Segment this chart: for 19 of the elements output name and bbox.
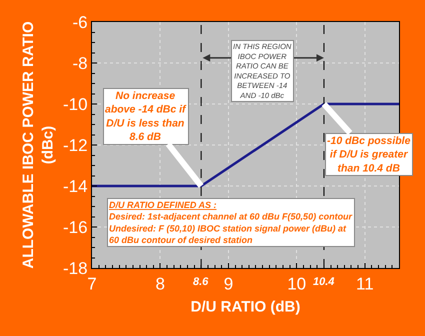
y-tick-label: -16 <box>63 218 88 237</box>
x-tick-label: 10 <box>287 274 306 294</box>
y-tick-label: -6 <box>72 12 88 32</box>
x-tick-label: 11 <box>356 274 374 294</box>
y-tick-label: -14 <box>63 176 88 196</box>
annotation: -10 dBc possible if D/U is greater than 10.4 dB <box>327 135 411 174</box>
ref-line-label: 8.6 <box>193 276 210 288</box>
x-tick-label: 7 <box>87 274 97 294</box>
y-tick-label: -10 <box>63 94 88 114</box>
y-tick-label: -12 <box>63 136 88 155</box>
y-tick-label: -8 <box>72 54 88 73</box>
x-tick-label: 9 <box>224 274 234 294</box>
ref-line-label: 10.4 <box>313 276 334 288</box>
y-tick-label: -18 <box>63 258 88 278</box>
x-axis-title: D/U RATIO (dB) <box>190 298 300 316</box>
y-axis-title: ALLOWABLE IBOC POWER RATIO (dBc) <box>20 21 56 269</box>
annotation: D/U RATIO DEFINED AS : Desired: 1st-adjacent channel at 60 dBu F(50,50) contour Undesired: F (50,10) IBOC station signal power (dBu) at 60 dBu contour of desired station <box>109 200 353 246</box>
x-tick-label: 8 <box>155 274 165 294</box>
annotation: No increase above -14 dBc if D/U is less than 8.6 dB <box>105 90 188 143</box>
